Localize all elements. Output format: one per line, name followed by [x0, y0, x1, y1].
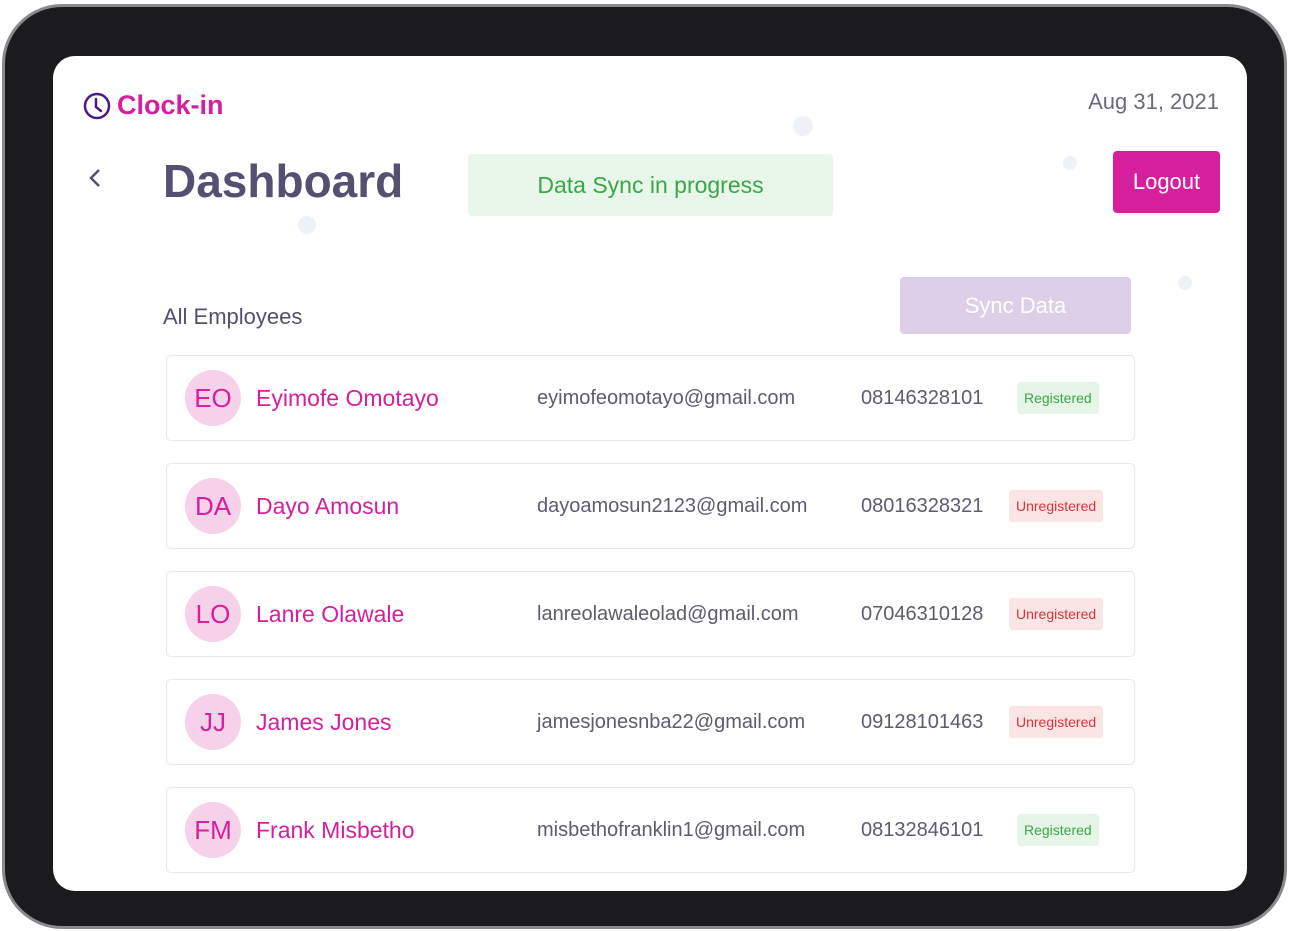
logout-button[interactable]: Logout — [1113, 151, 1220, 213]
employee-row[interactable]: DA Dayo Amosun dayoamosun2123@gmail.com … — [166, 463, 1135, 549]
tablet-frame: Clock-in Aug 31, 2021 Dashboard Data Syn… — [2, 4, 1287, 929]
status-badge: Unregistered — [1009, 706, 1104, 738]
employee-email: dayoamosun2123@gmail.com — [537, 494, 808, 517]
avatar: JJ — [185, 694, 241, 750]
employee-phone: 08016328321 — [861, 494, 984, 517]
employee-row[interactable]: LO Lanre Olawale lanreolawaleolad@gmail.… — [166, 571, 1135, 657]
section-title: All Employees — [163, 304, 303, 329]
app-name: Clock-in — [117, 90, 224, 120]
app-logo: Clock-in — [83, 90, 224, 121]
employee-phone: 08146328101 — [861, 386, 984, 409]
sync-data-button[interactable]: Sync Data — [900, 277, 1131, 334]
current-date: Aug 31, 2021 — [1088, 89, 1219, 114]
avatar: DA — [185, 478, 241, 534]
back-button[interactable] — [87, 166, 103, 195]
employee-email: eyimofeomotayo@gmail.com — [537, 386, 796, 409]
avatar: FM — [185, 802, 241, 858]
employee-phone: 09128101463 — [861, 710, 984, 733]
employee-name: Frank Misbetho — [256, 816, 415, 843]
employee-email: jamesjonesnba22@gmail.com — [537, 710, 806, 733]
status-badge: Unregistered — [1009, 598, 1104, 630]
avatar: EO — [185, 370, 241, 426]
employee-name: Eyimofe Omotayo — [256, 384, 439, 411]
employee-phone: 07046310128 — [861, 602, 984, 625]
status-badge: Unregistered — [1009, 490, 1104, 522]
employee-row[interactable]: JJ James Jones jamesjonesnba22@gmail.com… — [166, 679, 1135, 765]
employee-name: Dayo Amosun — [256, 492, 400, 519]
employee-email: lanreolawaleolad@gmail.com — [537, 602, 799, 625]
employee-email: misbethofranklin1@gmail.com — [537, 818, 806, 841]
employee-row[interactable]: FM Frank Misbetho misbethofranklin1@gmai… — [166, 787, 1135, 873]
employee-row[interactable]: EO Eyimofe Omotayo eyimofeomotayo@gmail.… — [166, 355, 1135, 441]
chevron-left-icon — [89, 169, 100, 187]
status-badge: Registered — [1017, 814, 1099, 846]
sync-status-banner: Data Sync in progress — [468, 154, 833, 216]
employee-name: James Jones — [256, 708, 392, 735]
clock-icon — [83, 92, 111, 119]
page-title: Dashboard — [163, 155, 404, 207]
avatar: LO — [185, 586, 241, 642]
app-screen: Clock-in Aug 31, 2021 Dashboard Data Syn… — [53, 56, 1247, 891]
status-badge: Registered — [1017, 382, 1099, 414]
employee-phone: 08132846101 — [861, 818, 984, 841]
employee-name: Lanre Olawale — [256, 600, 405, 627]
